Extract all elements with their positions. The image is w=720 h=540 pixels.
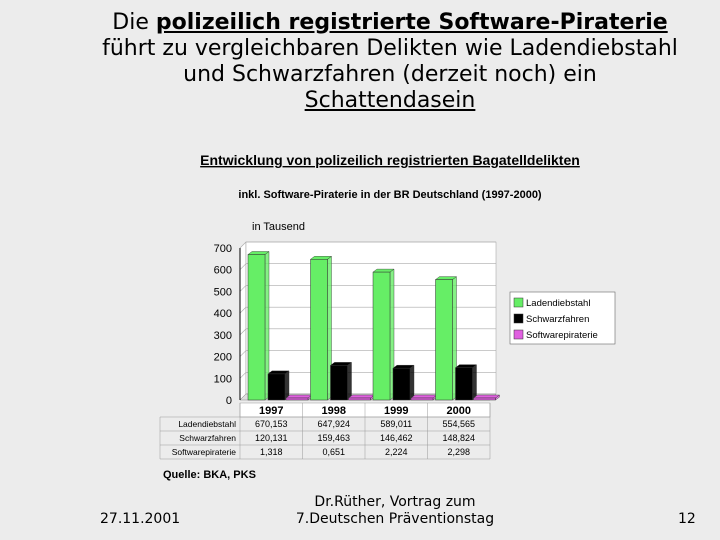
bar-top <box>267 370 290 375</box>
plot-side-wall <box>239 241 247 401</box>
data-label: 0,651 <box>322 447 345 457</box>
title-prefix: Die <box>112 10 156 35</box>
bar-top <box>472 394 501 399</box>
gridline-side <box>239 350 247 357</box>
bar <box>410 397 434 401</box>
bar-top <box>247 251 270 255</box>
legend-swatch <box>513 313 524 324</box>
gridline-side <box>239 372 247 379</box>
bar <box>330 365 348 401</box>
table-row-label: Ladendiebstahl <box>178 419 236 429</box>
legend-label: Ladendiebstahl <box>526 298 590 309</box>
y-tick-label: 400 <box>214 308 232 320</box>
table-row-label: Softwarepiraterie <box>172 447 237 457</box>
bar <box>267 373 286 401</box>
chart-source: Quelle: BKA, PKS <box>163 469 256 481</box>
y-tick-label: 700 <box>214 243 232 255</box>
gridline-side <box>239 306 247 314</box>
bar-side <box>347 361 352 401</box>
bar-top <box>434 276 458 280</box>
gridline-side <box>239 263 247 270</box>
legend-swatch <box>513 297 524 308</box>
legend-box <box>509 291 616 345</box>
page-number: 12 <box>678 511 696 527</box>
gridline-side <box>239 241 247 249</box>
bar-top <box>285 394 313 399</box>
title-line-2: führt zu vergleichbaren Delikten wie Lad… <box>102 36 678 61</box>
bar-top <box>454 364 478 368</box>
bar-top <box>410 394 438 399</box>
plot-area: 0 100 200 300 400 500 600 700 <box>214 241 501 407</box>
y-tick-label: 100 <box>214 373 232 385</box>
y-tick-label: 300 <box>214 330 232 342</box>
data-label: 159,463 <box>317 433 350 443</box>
bar-side <box>472 364 477 401</box>
y-tick-label: 500 <box>214 286 232 298</box>
data-label: 589,011 <box>380 419 412 429</box>
bar <box>473 397 496 401</box>
x-tick-label: 1997 <box>259 405 283 417</box>
bar <box>285 397 309 401</box>
gridline-side <box>239 328 247 336</box>
legend-label: Schwarzfahren <box>526 314 589 325</box>
footer-presenter-line-2: 7.Deutschen Präventionstag <box>295 511 495 527</box>
bar-side <box>284 370 290 401</box>
data-label: 2,224 <box>385 447 408 457</box>
chart-subtitle: inkl. Software-Piraterie in der BR Deuts… <box>238 189 542 201</box>
footer-presenter: Dr.Rüther, Vortrag zum 7.Deutschen Präve… <box>290 494 500 528</box>
data-label: 2,298 <box>447 447 470 457</box>
data-label: 554,565 <box>442 419 475 429</box>
data-label: 670,153 <box>255 419 288 429</box>
bar <box>435 279 453 401</box>
x-tick-label: 1998 <box>322 405 346 417</box>
bar <box>455 367 473 401</box>
bar-top <box>309 256 333 260</box>
bar <box>247 254 266 401</box>
y-tick-label: 200 <box>214 352 232 364</box>
bar-side <box>409 364 415 401</box>
slide-title: Die polizeilich registrierte Software-Pi… <box>40 10 720 114</box>
bar-top <box>329 362 353 366</box>
data-label: 146,462 <box>380 433 413 443</box>
table-row-label: Schwarzfahren <box>179 433 236 443</box>
data-table: 1997 1998 1999 2000 Ladendiebstahl 670,153 647… <box>159 402 491 460</box>
y-tick-label: 600 <box>214 265 232 277</box>
y-tick-label: 0 <box>226 395 232 407</box>
footer-presenter-line-1: Dr.Rüther, Vortrag zum <box>314 494 476 510</box>
bar-top <box>347 394 376 399</box>
x-tick-label: 2000 <box>447 405 471 417</box>
data-label: 647,924 <box>317 419 350 429</box>
x-tick-label: 1999 <box>384 405 408 417</box>
gridline-side <box>239 285 247 292</box>
y-axis-label: in Tausend <box>252 221 305 233</box>
title-highlight: polizeilich registrierte Software-Pirate… <box>155 10 668 35</box>
data-label: 120,131 <box>255 433 288 443</box>
bar-top <box>372 268 395 273</box>
data-label: 1,318 <box>260 447 283 457</box>
legend-swatch <box>513 329 524 340</box>
chart-legend: Ladendiebstahl Schwarzfahren Softwarepirat… <box>509 291 616 345</box>
bar <box>348 397 371 401</box>
data-label: 148,824 <box>442 433 475 443</box>
bar <box>310 259 328 401</box>
chart-title: Entwicklung von polizeilich registrierte… <box>200 152 580 168</box>
title-line-4: Schattendasein <box>304 88 476 113</box>
bar <box>372 271 391 401</box>
bar <box>392 367 411 401</box>
legend-label: Softwarepiraterie <box>526 330 598 341</box>
bar-top <box>392 364 415 369</box>
title-line-3: und Schwarzfahren (derzeit noch) ein <box>183 62 597 87</box>
footer-date: 27.11.2001 <box>100 511 181 527</box>
